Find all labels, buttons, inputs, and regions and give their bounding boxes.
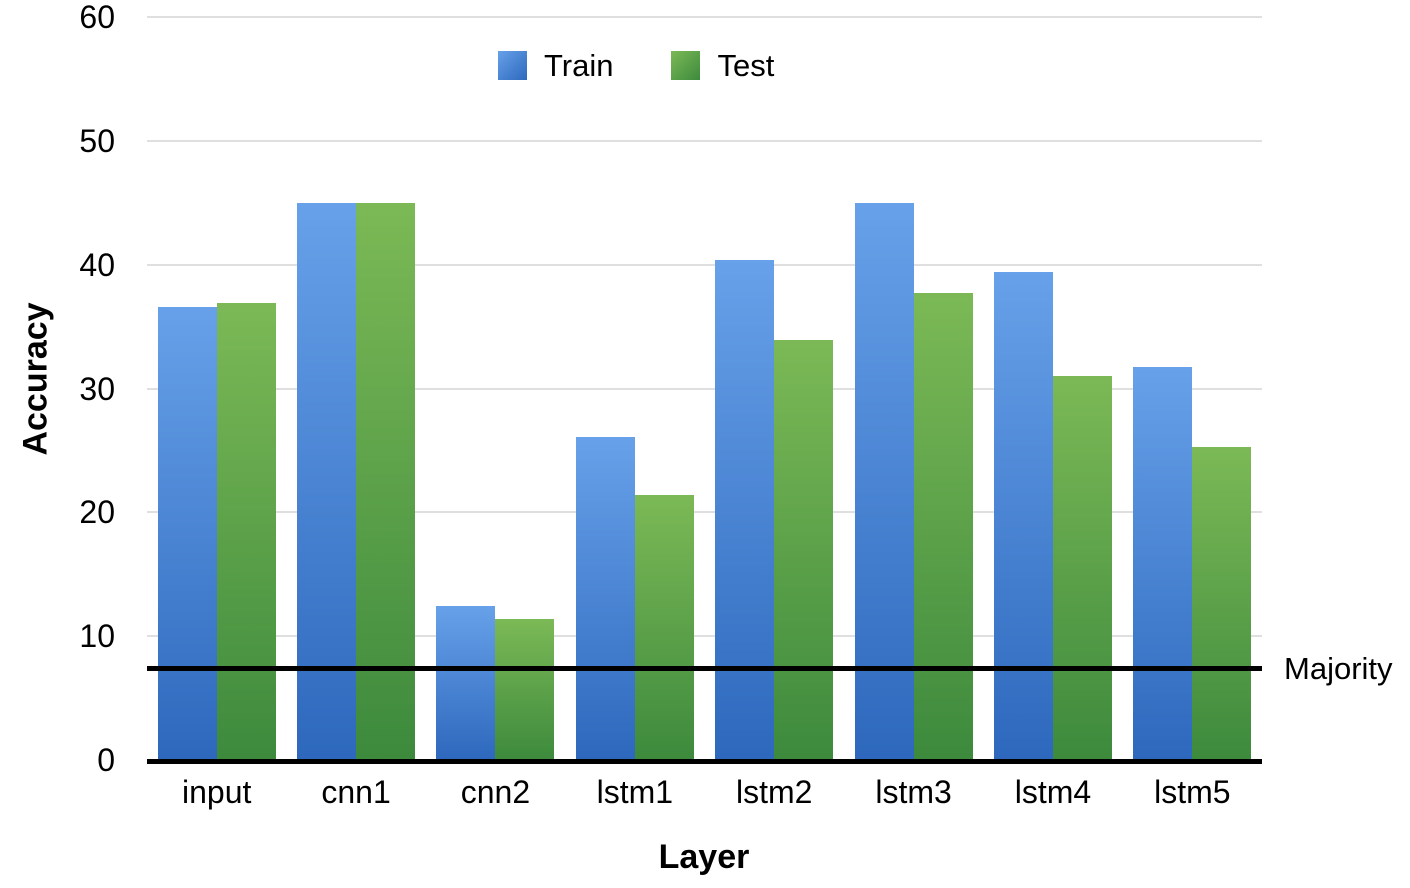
legend-item-train: Train [498,50,613,81]
bar-train-lstm5 [1133,367,1193,760]
y-tick-label-60: 60 [79,0,115,35]
y-tick-label-50: 50 [79,122,115,159]
plot-area [147,16,1262,760]
y-axis-title: Accuracy [16,302,55,456]
x-tick-label-lstm2: lstm2 [735,774,813,810]
legend-label-test: Test [717,48,775,83]
x-tick-label-lstm3: lstm3 [875,774,952,810]
y-tick-label-20: 20 [79,494,115,531]
bar-test-lstm1 [634,495,694,760]
x-tick-label-cnn1: cnn1 [321,774,391,810]
bar-test-cnn1 [356,202,416,760]
y-tick-label-40: 40 [79,246,115,283]
gridline-30 [147,387,1262,390]
gridline-60 [147,16,1262,18]
legend-label-train: Train [544,48,614,83]
majority-reference-line [147,666,1262,672]
x-tick-label-cnn2: cnn2 [460,774,531,810]
bar-train-lstm1 [575,436,635,760]
bar-train-cnn1 [297,202,357,760]
gridline-40 [147,263,1262,266]
gridline-50 [147,139,1262,142]
x-tick-label-lstm5: lstm5 [1154,774,1231,810]
gridline-20 [147,511,1262,514]
x-tick-label-lstm1: lstm1 [596,774,674,810]
bar-test-lstm5 [1192,446,1252,760]
bar-group-lstm1 [575,436,694,760]
bar-test-cnn2 [495,618,555,760]
bar-train-lstm3 [854,202,914,760]
bar-train-lstm2 [715,259,775,760]
bar-group-lstm5 [1133,367,1252,760]
y-tick-label-0: 0 [97,742,115,778]
bar-train-lstm4 [993,272,1053,760]
y-tick-label-10: 10 [79,618,115,655]
bar-test-input [216,303,276,760]
majority-line-label: Majority [1284,651,1393,687]
gridline-10 [147,635,1262,638]
bar-test-lstm4 [1052,376,1112,760]
bar-test-lstm3 [913,293,973,760]
legend: Train Test [498,50,774,81]
x-tick-label-lstm4: lstm4 [1014,774,1092,810]
x-axis-line [147,759,1262,764]
legend-item-test: Test [671,50,774,81]
bar-group-input [157,303,276,760]
bar-group-lstm4 [993,272,1112,760]
bar-train-cnn2 [436,606,496,760]
bar-group-cnn1 [297,202,416,760]
train-color-swatch [498,51,527,80]
bar-group-lstm2 [715,259,834,760]
bar-test-lstm2 [774,340,834,760]
y-tick-label-30: 30 [79,370,115,407]
x-tick-label-input: input [181,774,252,810]
x-axis-title: Layer [658,838,750,876]
bar-group-lstm3 [854,202,973,760]
bar-train-input [157,306,217,760]
test-color-swatch [671,51,701,80]
bar-group-cnn2 [436,606,555,760]
